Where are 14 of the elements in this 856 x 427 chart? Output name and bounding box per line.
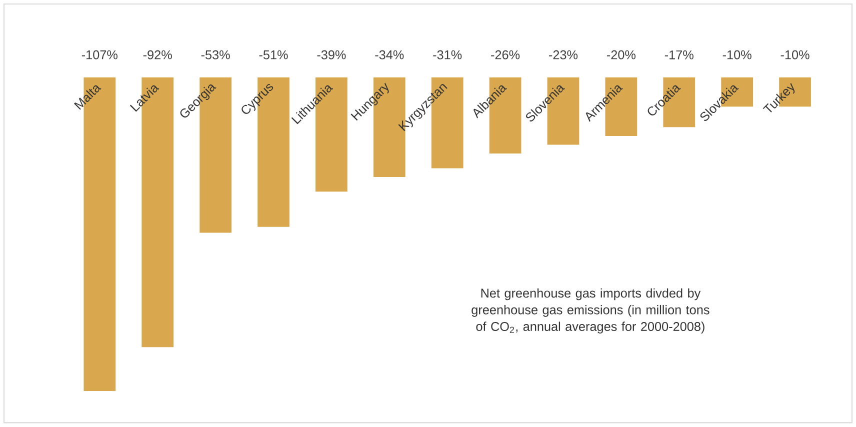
data-label: -10%	[780, 50, 810, 60]
data-label: -92%	[143, 50, 172, 60]
data-label: -17%	[664, 50, 694, 60]
data-label: -20%	[606, 50, 636, 60]
data-label: -53%	[201, 50, 230, 60]
data-label: -23%	[549, 50, 578, 60]
data-label: -51%	[259, 50, 288, 60]
data-label: -34%	[375, 50, 404, 60]
data-label: -26%	[491, 50, 520, 60]
data-label: -39%	[317, 50, 346, 60]
data-label: -10%	[722, 50, 752, 60]
data-label: -31%	[433, 50, 462, 60]
annotation: Net greenhouse gas imports divded by greenhouse gas emissions (in million tons of CO$_{2}$, annual averages for 2000-2008)	[472, 288, 710, 334]
data-label: -107%	[82, 50, 118, 60]
